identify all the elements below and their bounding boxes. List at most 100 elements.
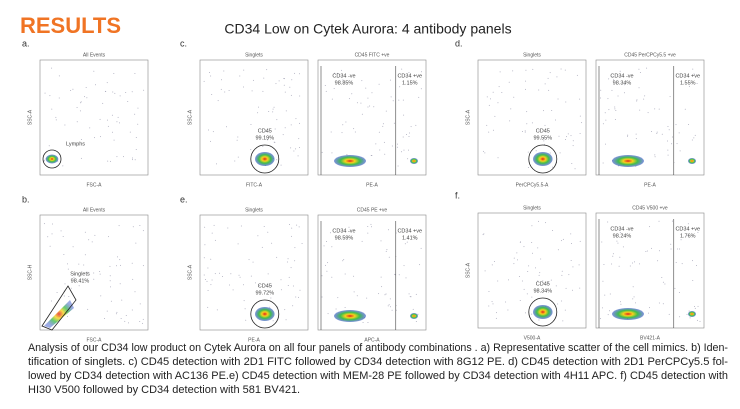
event-dot bbox=[124, 320, 126, 322]
event-dot bbox=[228, 90, 230, 92]
event-dot bbox=[650, 247, 652, 249]
event-dot bbox=[605, 143, 607, 145]
event-dot bbox=[80, 101, 82, 103]
event-dot bbox=[643, 98, 645, 100]
event-dot bbox=[524, 312, 526, 314]
event-dot bbox=[406, 241, 408, 243]
event-dot bbox=[555, 285, 557, 287]
event-dot bbox=[299, 95, 301, 97]
gate-percent: 98.34% bbox=[533, 288, 552, 294]
event-dot bbox=[292, 305, 294, 307]
event-dot bbox=[499, 71, 501, 73]
event-dot bbox=[107, 160, 109, 162]
event-dot bbox=[361, 240, 363, 242]
event-dot bbox=[230, 273, 232, 275]
event-dot bbox=[128, 322, 130, 324]
event-dot bbox=[688, 85, 690, 87]
event-dot bbox=[498, 86, 500, 88]
event-dot bbox=[321, 151, 323, 153]
x-axis-label: BV421-A bbox=[640, 335, 661, 341]
event-dot bbox=[557, 98, 559, 100]
event-dot bbox=[528, 265, 530, 267]
event-dot bbox=[397, 143, 399, 145]
event-dot bbox=[693, 73, 695, 75]
event-dot bbox=[407, 237, 409, 239]
event-dot bbox=[658, 250, 660, 252]
event-dot bbox=[390, 306, 392, 308]
event-dot bbox=[122, 156, 124, 158]
event-dot bbox=[263, 225, 265, 227]
event-dot bbox=[699, 320, 701, 322]
event-dot bbox=[297, 155, 299, 157]
event-dot bbox=[407, 83, 409, 85]
event-dot bbox=[561, 270, 563, 272]
event-dot bbox=[635, 302, 637, 304]
event-dot bbox=[656, 131, 658, 133]
plot-title: CD45 PerCPCy5.5 +ve bbox=[624, 52, 676, 58]
event-dot bbox=[635, 133, 637, 135]
event-dot bbox=[526, 293, 528, 295]
event-dot bbox=[676, 143, 678, 145]
event-dot bbox=[109, 265, 111, 267]
event-dot bbox=[679, 150, 681, 152]
event-dot bbox=[648, 307, 650, 309]
event-dot bbox=[80, 102, 82, 104]
event-dot bbox=[571, 289, 573, 291]
event-dot bbox=[403, 114, 405, 116]
event-dot bbox=[287, 285, 289, 287]
event-dot bbox=[576, 74, 578, 76]
event-dot bbox=[565, 101, 567, 103]
event-dot bbox=[266, 69, 268, 71]
event-dot bbox=[558, 135, 560, 137]
event-dot bbox=[58, 97, 60, 99]
gate-name: CD45 bbox=[258, 128, 272, 134]
y-axis-label: SSC-A bbox=[187, 109, 193, 125]
event-dot bbox=[674, 287, 676, 289]
event-dot bbox=[542, 110, 544, 112]
event-dot bbox=[620, 303, 622, 305]
event-dot bbox=[270, 297, 272, 299]
event-dot bbox=[361, 80, 363, 82]
event-dot bbox=[87, 308, 89, 310]
event-dot bbox=[608, 109, 610, 111]
event-dot bbox=[271, 242, 273, 244]
event-dot bbox=[68, 295, 70, 297]
x-axis-label: PerCPCy5.5-A bbox=[516, 182, 549, 188]
event-dot bbox=[329, 232, 331, 234]
event-dot bbox=[513, 96, 515, 98]
event-dot bbox=[562, 320, 564, 322]
event-dot bbox=[294, 72, 296, 74]
event-dot bbox=[283, 78, 285, 80]
event-dot bbox=[143, 89, 145, 91]
event-dot bbox=[210, 140, 212, 142]
event-dot bbox=[408, 135, 410, 137]
event-dot bbox=[601, 241, 603, 243]
event-dot bbox=[527, 151, 529, 153]
event-dot bbox=[353, 291, 355, 293]
event-dot bbox=[492, 303, 494, 305]
event-dot bbox=[538, 130, 540, 132]
event-dot bbox=[687, 223, 689, 225]
event-dot bbox=[234, 160, 236, 162]
event-dot bbox=[544, 83, 546, 85]
event-dot bbox=[614, 108, 616, 110]
event-dot bbox=[333, 87, 335, 89]
gate-percent: 98.59% bbox=[335, 235, 354, 241]
event-dot bbox=[214, 239, 216, 241]
event-dot bbox=[680, 239, 682, 241]
event-dot bbox=[649, 226, 651, 228]
event-dot bbox=[284, 309, 286, 311]
event-dot bbox=[43, 223, 45, 225]
event-dot bbox=[538, 319, 540, 321]
event-dot bbox=[367, 225, 369, 227]
event-dot bbox=[678, 292, 680, 294]
event-dot bbox=[523, 288, 525, 290]
event-dot bbox=[636, 100, 638, 102]
event-dot bbox=[137, 123, 139, 125]
event-dot bbox=[564, 69, 566, 71]
event-dot bbox=[420, 247, 422, 249]
event-dot bbox=[537, 247, 539, 249]
event-dot bbox=[549, 72, 551, 74]
event-dot bbox=[210, 75, 212, 77]
event-dot bbox=[509, 120, 511, 122]
